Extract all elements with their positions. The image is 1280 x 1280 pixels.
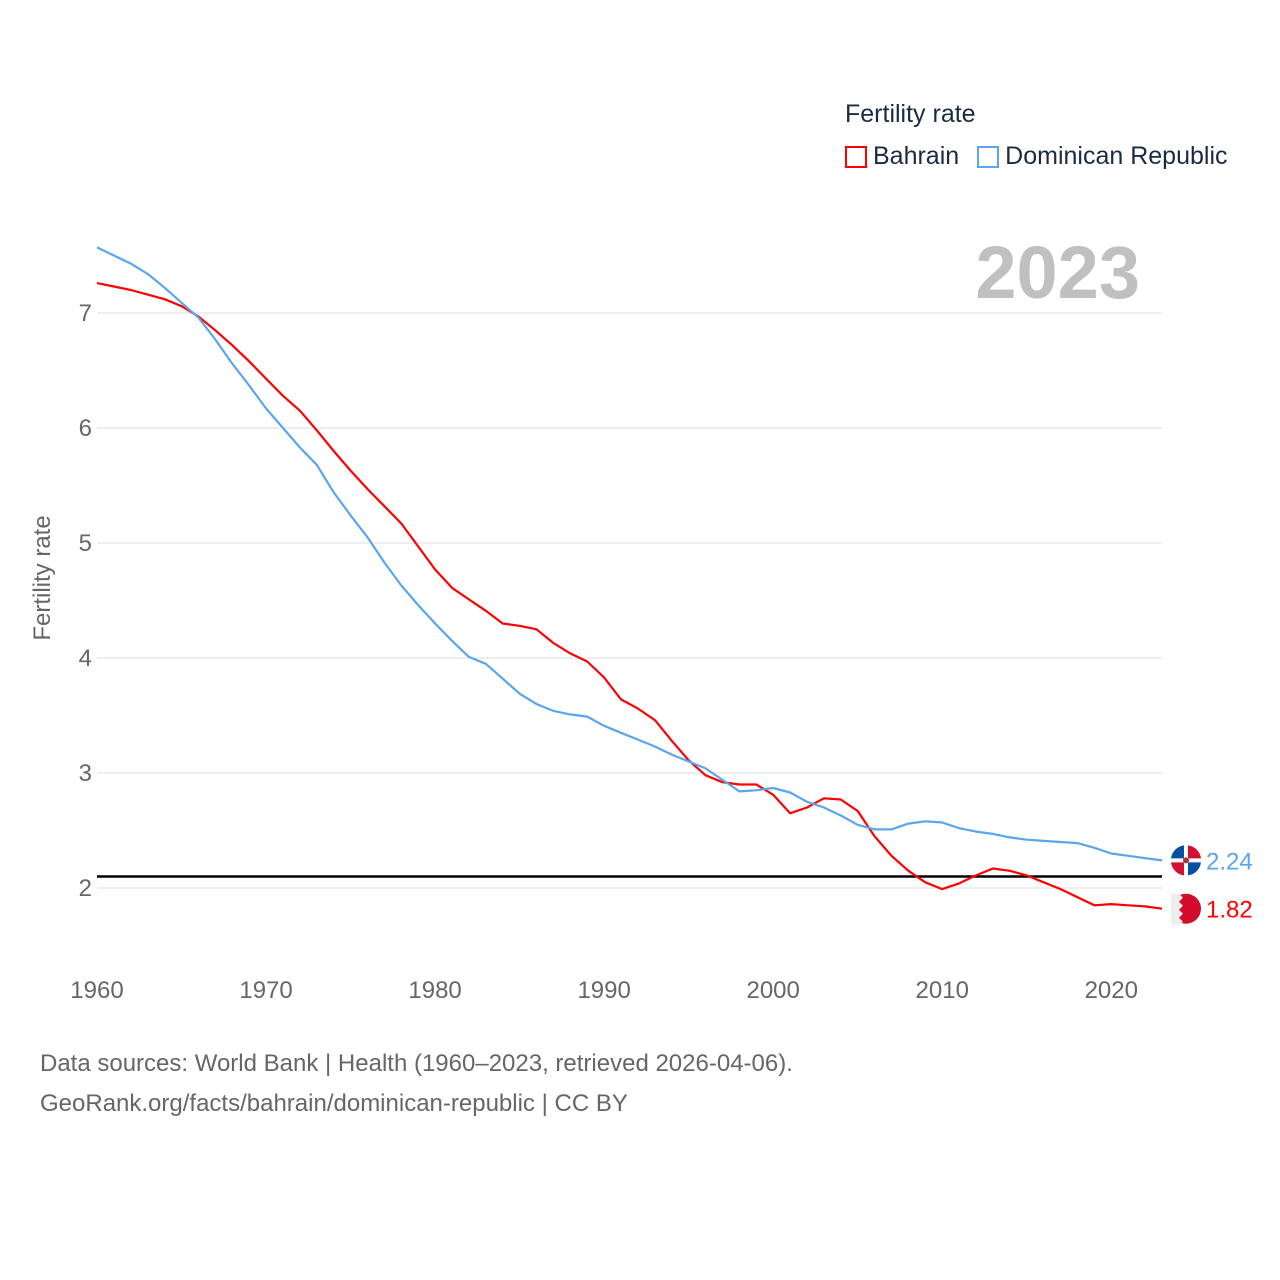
footer: Data sources: World Bank | Health (1960–… <box>40 1044 793 1124</box>
year-watermark: 2023 <box>975 231 1140 314</box>
legend-swatch-dominican-republic <box>977 145 1000 168</box>
legend-label-dominican-republic: Dominican Republic <box>1005 142 1228 170</box>
legend-item-bahrain[interactable]: Bahrain <box>845 142 959 171</box>
x-tick-label: 2010 <box>916 977 969 1004</box>
flag-bahrain-icon <box>1171 893 1201 925</box>
y-tick-label: 7 <box>79 300 92 327</box>
flag-dr-q2 <box>1188 845 1201 859</box>
end-value-label-bahrain: 1.82 <box>1206 897 1253 924</box>
series-line-dominican-republic <box>96 246 1163 862</box>
legend-item-dominican-republic[interactable]: Dominican Republic <box>977 142 1228 171</box>
flag-bahrain-white <box>1171 893 1183 925</box>
flag-dr-emblem <box>1183 857 1189 864</box>
x-tick-label: 2000 <box>746 977 799 1004</box>
source-link[interactable]: GeoRank.org/facts/bahrain/dominican-repu… <box>40 1090 628 1117</box>
legend-title: Fertility rate <box>845 100 976 128</box>
x-tick-label: 1980 <box>408 977 461 1004</box>
x-tick-label: 1960 <box>70 977 123 1004</box>
y-tick-label: 2 <box>79 875 92 902</box>
x-tick-label: 1970 <box>239 977 292 1004</box>
data-source-text: Data sources: World Bank | Health (1960–… <box>40 1050 793 1077</box>
x-tick-label: 1990 <box>577 977 630 1004</box>
y-tick-label: 3 <box>79 760 92 787</box>
y-axis-label: Fertility rate <box>29 515 56 640</box>
end-value-label-dominican-republic: 2.24 <box>1206 848 1253 875</box>
y-tick-label: 4 <box>79 645 92 672</box>
y-tick-label: 6 <box>79 415 92 442</box>
flag-dr-q4 <box>1188 862 1201 876</box>
flag-dominican-republic-icon <box>1171 845 1201 876</box>
legend: Bahrain Dominican Republic <box>845 142 1228 171</box>
legend-swatch-bahrain <box>845 145 867 168</box>
y-tick-label: 5 <box>79 530 92 557</box>
legend-label-bahrain: Bahrain <box>873 142 960 170</box>
flag-dr-q1 <box>1171 845 1184 859</box>
flag-dr-q3 <box>1171 862 1184 876</box>
x-tick-label: 2020 <box>1085 977 1138 1004</box>
series-line-bahrain <box>96 282 1163 910</box>
